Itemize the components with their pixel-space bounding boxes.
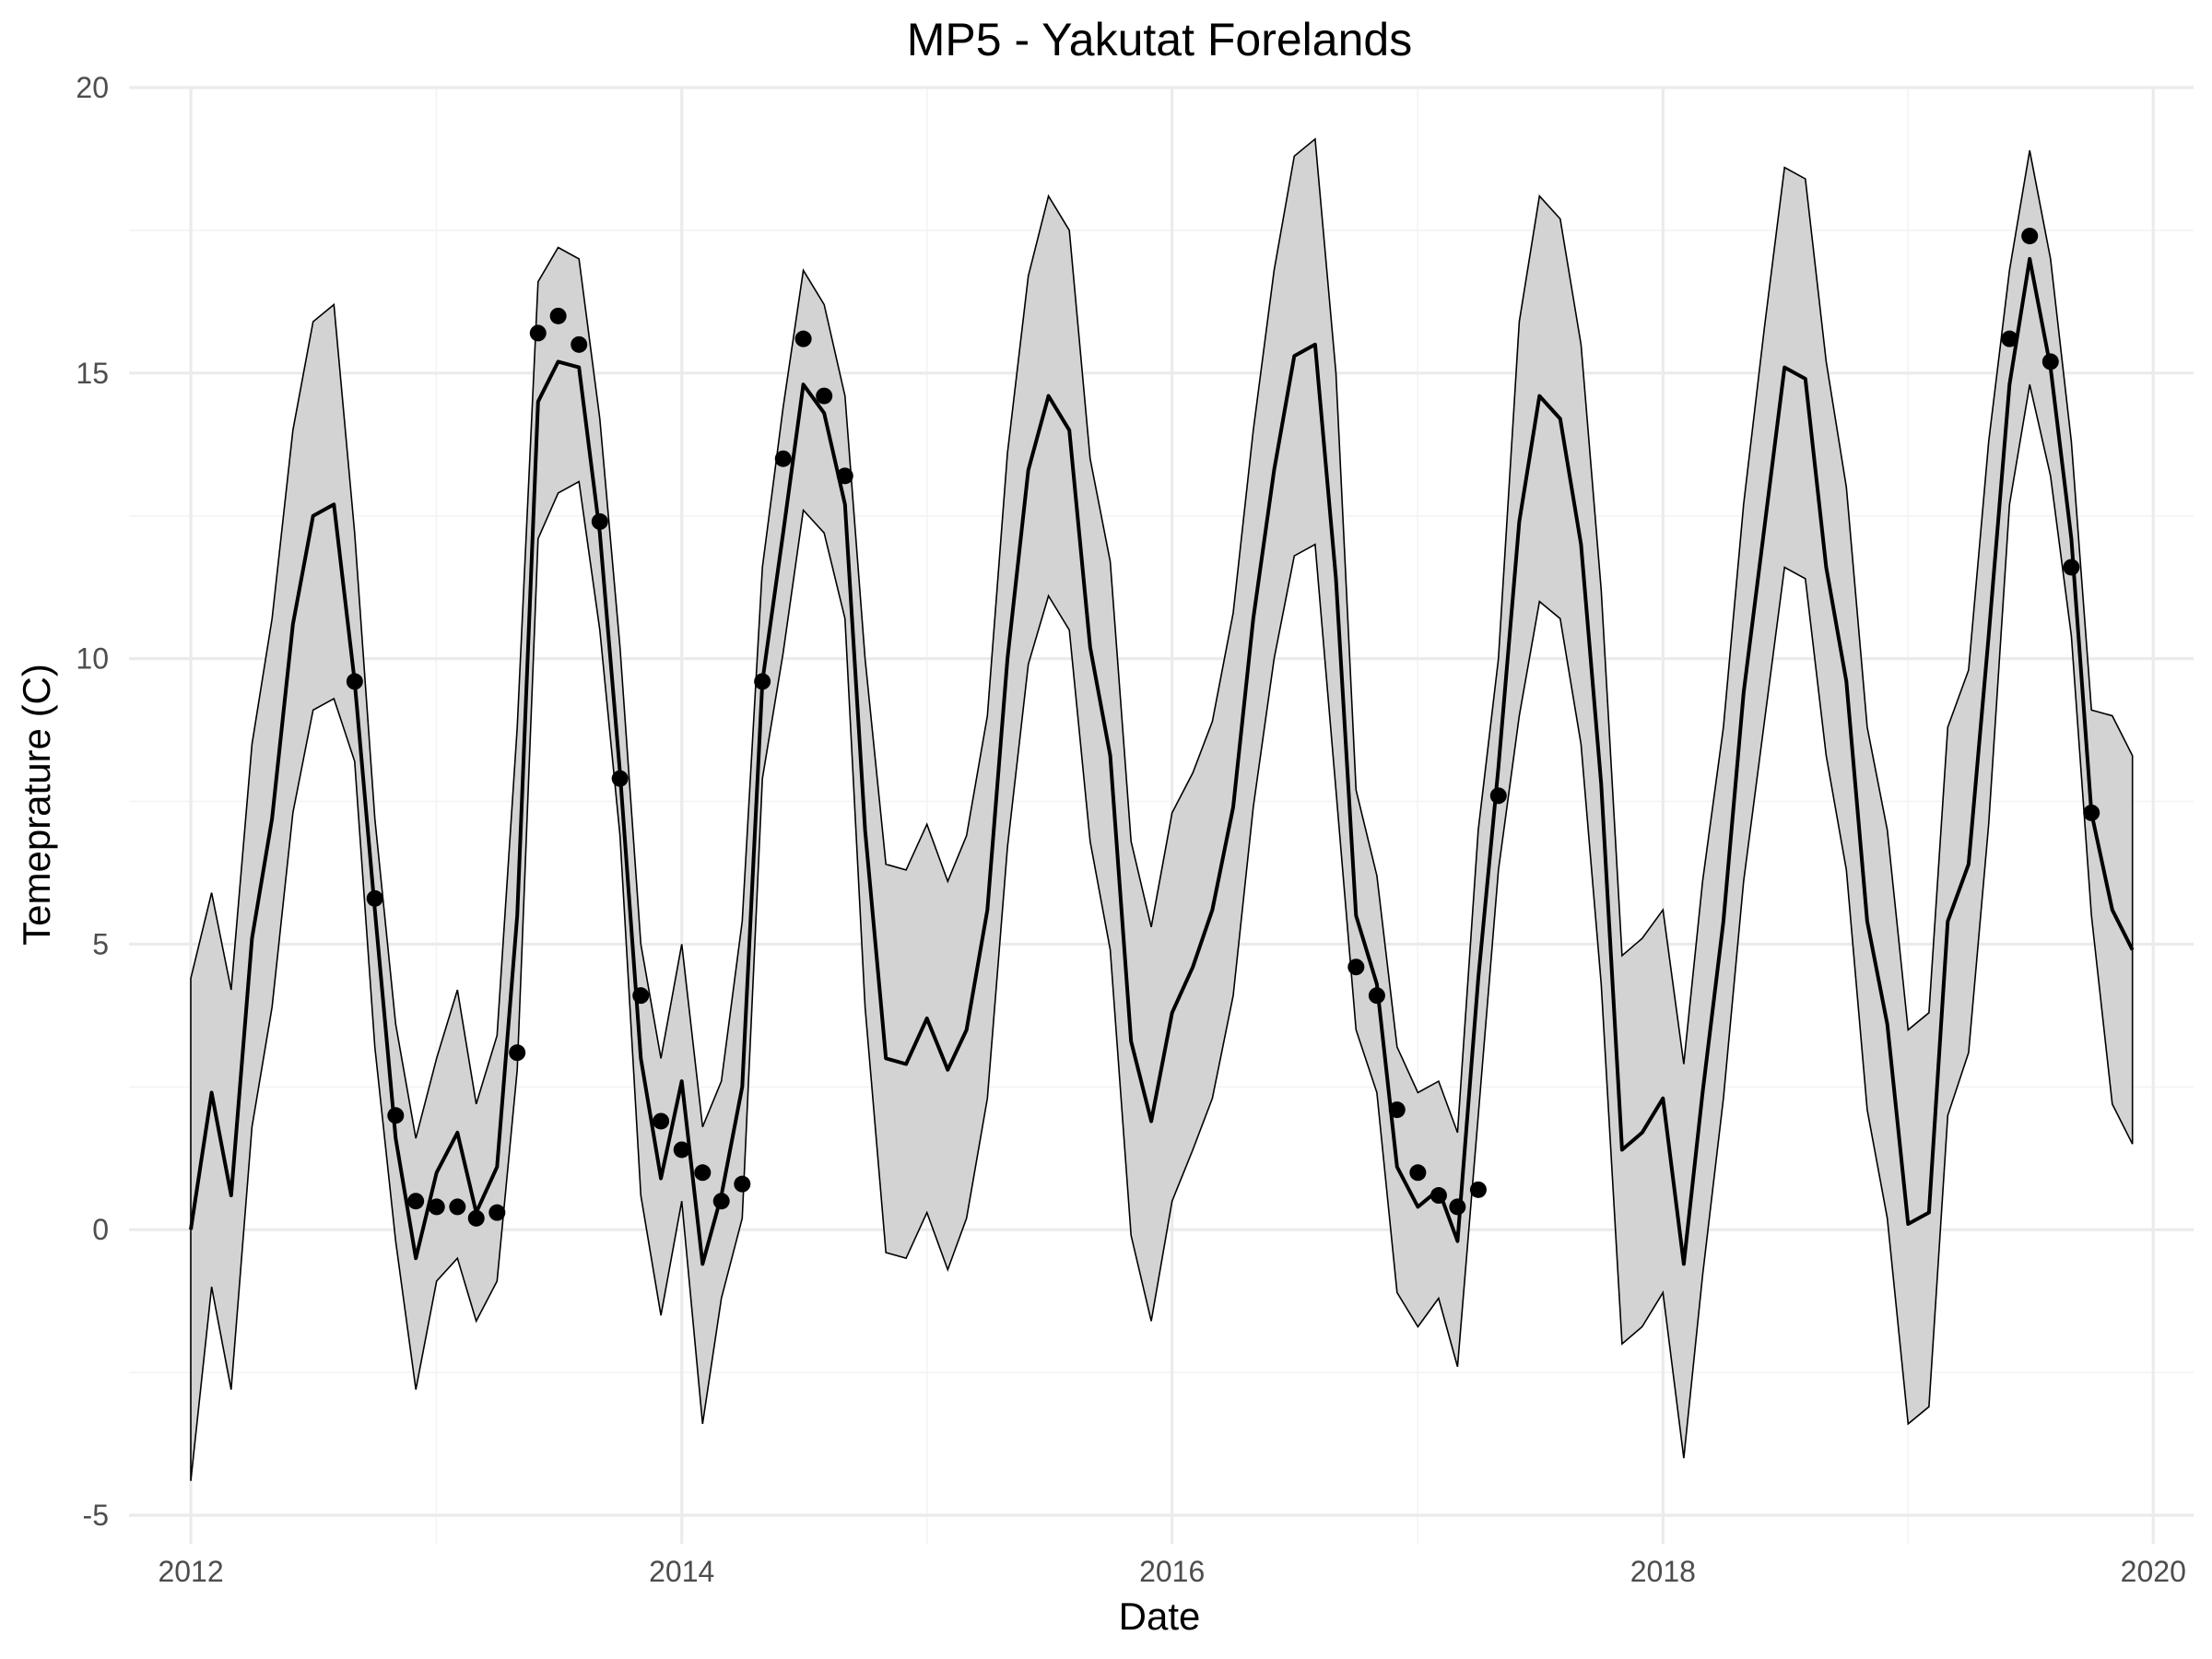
data-point — [653, 1112, 670, 1130]
x-tick-label: 2018 — [1630, 1555, 1696, 1588]
mean-line — [189, 256, 2135, 1266]
data-point — [387, 1107, 405, 1124]
y-tick-label: 0 — [92, 1213, 109, 1246]
x-tick-label: 2012 — [158, 1555, 223, 1588]
data-point — [529, 324, 547, 342]
data-point — [467, 1209, 485, 1227]
data-point — [1469, 1181, 1487, 1198]
observed-points — [346, 228, 2100, 1227]
data-point — [346, 673, 363, 690]
data-point — [2063, 559, 2080, 576]
data-point — [1409, 1164, 1427, 1182]
data-point — [366, 889, 383, 907]
data-point — [694, 1164, 712, 1182]
y-tick-label: -5 — [83, 1499, 109, 1532]
data-point — [836, 467, 853, 485]
data-point — [754, 673, 771, 690]
data-point — [712, 1193, 730, 1210]
x-axis-title: Date — [1119, 1594, 1201, 1638]
x-tick-label: 2014 — [649, 1555, 714, 1588]
data-point — [632, 987, 650, 1005]
y-tick-label: 20 — [76, 71, 109, 104]
y-axis-title: Temeprature (C) — [15, 664, 58, 946]
data-point — [1368, 987, 1385, 1005]
x-tick-label: 2020 — [2121, 1555, 2186, 1588]
data-point — [407, 1193, 425, 1210]
data-point — [449, 1198, 466, 1216]
data-point — [1347, 959, 1365, 976]
y-tick-label: 10 — [76, 642, 109, 676]
y-tick-label: 15 — [76, 357, 109, 390]
data-point — [488, 1204, 506, 1221]
y-tick-label: 5 — [92, 927, 109, 960]
data-point — [591, 512, 608, 530]
data-point — [734, 1175, 751, 1193]
data-point — [549, 307, 567, 324]
data-point — [611, 770, 629, 787]
data-point — [509, 1044, 526, 1062]
x-tick-labels: 2012 2014 2016 2018 2020 — [158, 1555, 2185, 1588]
data-point — [1430, 1187, 1447, 1205]
chart-title: MP5 - Yakutat Forelands — [907, 14, 1412, 65]
y-tick-labels: -5 0 5 10 15 20 — [76, 71, 109, 1532]
data-point — [1489, 787, 1507, 805]
data-point — [2021, 228, 2039, 245]
data-point — [571, 335, 588, 353]
x-tick-label: 2016 — [1139, 1555, 1205, 1588]
confidence-band — [190, 137, 2134, 1481]
data-point — [673, 1141, 690, 1159]
data-point — [1449, 1198, 1466, 1216]
data-point — [2001, 330, 2018, 347]
data-point — [2041, 353, 2059, 371]
data-point — [794, 330, 812, 347]
data-point — [428, 1198, 445, 1216]
data-point — [774, 450, 792, 467]
data-point — [816, 387, 833, 405]
data-point — [1388, 1101, 1406, 1119]
data-point — [2083, 804, 2100, 821]
